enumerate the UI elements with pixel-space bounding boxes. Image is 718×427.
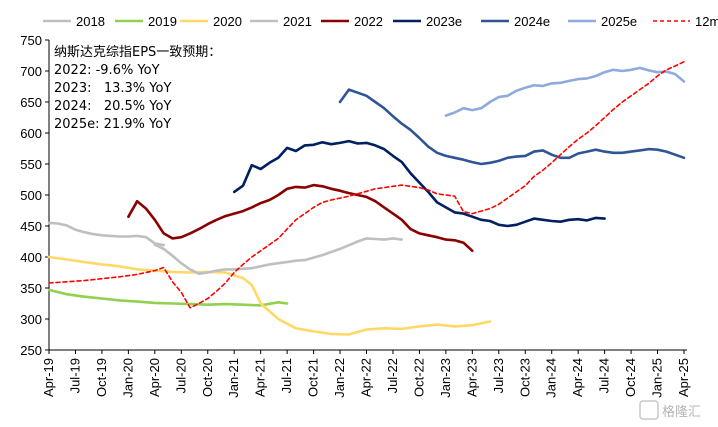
y-tick-label: 250 bbox=[20, 343, 42, 358]
series-line-2022 bbox=[127, 183, 474, 253]
legend-label-2023e: 2023e bbox=[426, 14, 462, 29]
x-tick-label: Jul-23 bbox=[491, 358, 506, 393]
x-tick-label: Apr-24 bbox=[570, 358, 585, 397]
legend: 2018 2019 2020 2021 2022 2023e 2024e 2025e 12m f… bbox=[43, 14, 718, 29]
series-line-2024e bbox=[338, 88, 686, 166]
legend-label-2020: 2020 bbox=[213, 14, 242, 29]
series-line-2018 bbox=[47, 221, 165, 247]
x-tick-label: Jul-24 bbox=[597, 358, 612, 393]
legend-label-2019: 2019 bbox=[148, 14, 177, 29]
series-line-12m-fwd bbox=[48, 60, 685, 309]
x-tick-label: Jan-21 bbox=[226, 358, 241, 398]
y-tick-label: 700 bbox=[20, 64, 42, 79]
x-tick-label: Apr-19 bbox=[41, 358, 56, 397]
x-axis-ticks: Apr-19 Jul-19 Oct-19 Jan-20 Apr-20 Jul-20 Oct-… bbox=[41, 350, 691, 398]
watermark-text: 格隆汇 bbox=[662, 404, 701, 420]
x-tick-label: Oct-22 bbox=[411, 358, 426, 397]
y-axis-ticks: 250 300 350 400 450 500 550 600 650 700 750 bbox=[20, 33, 49, 358]
x-tick-label: Jan-20 bbox=[120, 358, 135, 398]
x-tick-label: Jan-23 bbox=[438, 358, 453, 398]
y-tick-label: 500 bbox=[20, 188, 42, 203]
x-tick-label: Jul-20 bbox=[173, 358, 188, 393]
x-tick-label: Jul-21 bbox=[279, 358, 294, 393]
x-tick-label: Jan-24 bbox=[544, 358, 559, 398]
x-tick-label: Oct-23 bbox=[517, 358, 532, 397]
y-tick-label: 400 bbox=[20, 250, 42, 265]
x-tick-label: Jan-25 bbox=[650, 358, 665, 398]
x-tick-label: Oct-19 bbox=[94, 358, 109, 397]
x-tick-label: Apr-20 bbox=[147, 358, 162, 397]
annotation-line-2022: 2022: -9.6% YoY bbox=[54, 63, 160, 78]
x-tick-label: Jul-22 bbox=[385, 358, 400, 393]
legend-label-2025e: 2025e bbox=[601, 14, 637, 29]
x-tick-label: Jul-19 bbox=[67, 358, 82, 393]
legend-label-12m-fwd: 12m fwd bbox=[695, 14, 718, 29]
y-tick-label: 650 bbox=[20, 95, 42, 110]
plot-area bbox=[47, 60, 686, 336]
annotation-heading: 纳斯达克综指EPS一致预期： bbox=[54, 45, 221, 60]
legend-label-2022: 2022 bbox=[354, 14, 383, 29]
x-tick-label: Jan-22 bbox=[332, 358, 347, 398]
series-line-2023e bbox=[232, 139, 606, 228]
annotation-line-2025e: 2025e: 21.9% YoY bbox=[54, 117, 171, 132]
y-tick-label: 300 bbox=[20, 312, 42, 327]
y-tick-label: 350 bbox=[20, 281, 42, 296]
y-tick-label: 450 bbox=[20, 219, 42, 234]
annotation-line-2024: 2024: 20.5% YoY bbox=[54, 99, 171, 114]
legend-label-2021: 2021 bbox=[283, 14, 312, 29]
series-line-2021 bbox=[153, 237, 404, 275]
x-tick-label: Apr-21 bbox=[253, 358, 268, 397]
x-tick-label: Apr-22 bbox=[359, 358, 374, 397]
x-tick-label: Oct-20 bbox=[200, 358, 215, 397]
y-tick-label: 750 bbox=[20, 33, 42, 48]
y-tick-label: 550 bbox=[20, 157, 42, 172]
y-tick-label: 600 bbox=[20, 126, 42, 141]
watermark-logo-icon bbox=[639, 400, 659, 420]
watermark-logo: 格隆汇 bbox=[639, 400, 701, 420]
legend-label-2024e: 2024e bbox=[514, 14, 550, 29]
series-line-2019 bbox=[47, 288, 289, 307]
eps-annotation: 纳斯达克综指EPS一致预期： 2022: -9.6% YoY 2023: 13.… bbox=[54, 45, 221, 132]
series-line-2025e bbox=[444, 66, 686, 117]
x-tick-label: Apr-23 bbox=[464, 358, 479, 397]
annotation-line-2023: 2023: 13.3% YoY bbox=[54, 81, 171, 96]
legend-label-2018: 2018 bbox=[76, 14, 105, 29]
x-tick-label: Apr-25 bbox=[676, 358, 691, 397]
x-tick-label: Oct-24 bbox=[623, 358, 638, 397]
series-line-2020 bbox=[47, 255, 492, 336]
x-tick-label: Oct-21 bbox=[306, 358, 321, 397]
